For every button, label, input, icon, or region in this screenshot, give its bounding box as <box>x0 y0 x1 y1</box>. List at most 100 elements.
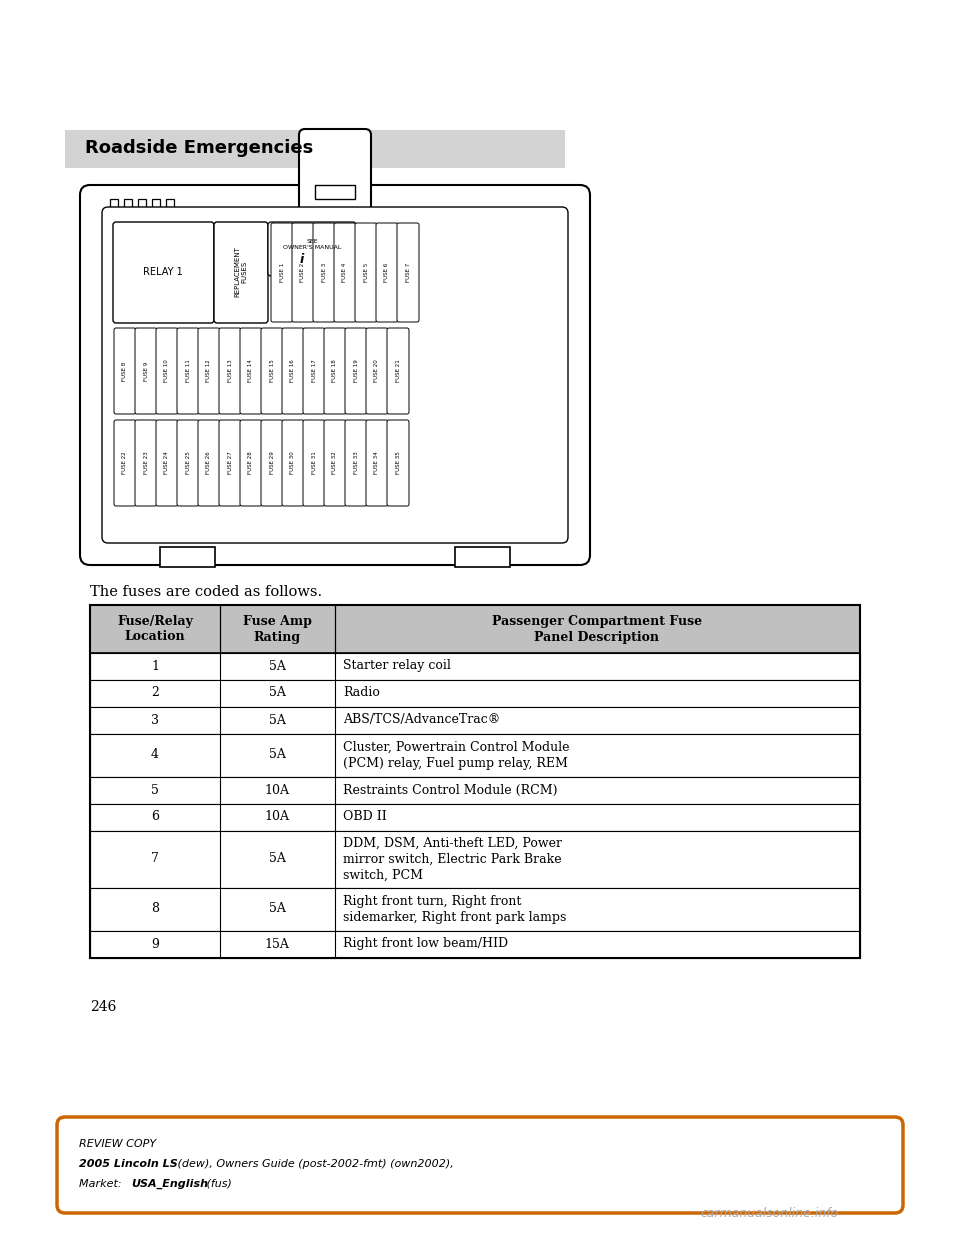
Bar <box>90 734 860 777</box>
Bar <box>138 199 146 221</box>
Bar <box>90 653 860 681</box>
Bar <box>90 804 860 831</box>
Text: 9: 9 <box>151 938 159 950</box>
FancyBboxPatch shape <box>303 420 325 505</box>
Bar <box>90 605 860 958</box>
Text: The fuses are coded as follows.: The fuses are coded as follows. <box>90 585 323 599</box>
Text: FUSE 25: FUSE 25 <box>185 452 190 474</box>
Text: FUSE 21: FUSE 21 <box>396 360 400 383</box>
FancyBboxPatch shape <box>282 328 304 414</box>
FancyBboxPatch shape <box>366 328 388 414</box>
Text: FUSE 15: FUSE 15 <box>270 360 275 383</box>
Text: 5A: 5A <box>269 852 285 866</box>
FancyBboxPatch shape <box>271 224 293 322</box>
FancyBboxPatch shape <box>313 224 335 322</box>
FancyBboxPatch shape <box>345 420 367 505</box>
Text: Right front turn, Right front
sidemarker, Right front park lamps: Right front turn, Right front sidemarker… <box>343 894 566 924</box>
FancyBboxPatch shape <box>240 328 262 414</box>
Bar <box>160 546 215 568</box>
FancyBboxPatch shape <box>198 328 220 414</box>
FancyBboxPatch shape <box>219 420 241 505</box>
Bar <box>90 707 860 734</box>
Text: FUSE 4: FUSE 4 <box>343 262 348 282</box>
Bar <box>90 888 860 932</box>
FancyBboxPatch shape <box>102 207 568 543</box>
FancyBboxPatch shape <box>57 1117 903 1213</box>
Bar <box>90 777 860 804</box>
FancyBboxPatch shape <box>240 420 262 505</box>
Text: 7: 7 <box>151 852 159 866</box>
FancyBboxPatch shape <box>268 222 356 276</box>
Text: FUSE 10: FUSE 10 <box>164 360 170 383</box>
Text: RELAY 1: RELAY 1 <box>143 267 182 277</box>
Bar <box>90 932 860 958</box>
FancyBboxPatch shape <box>156 328 178 414</box>
FancyBboxPatch shape <box>261 328 283 414</box>
Text: Fuse Amp
Rating: Fuse Amp Rating <box>243 615 311 643</box>
FancyBboxPatch shape <box>376 224 398 322</box>
Text: 10A: 10A <box>265 811 290 823</box>
FancyBboxPatch shape <box>345 328 367 414</box>
Text: SEE
OWNER'S MANUAL: SEE OWNER'S MANUAL <box>283 238 341 250</box>
FancyBboxPatch shape <box>261 420 283 505</box>
FancyBboxPatch shape <box>324 420 346 505</box>
Text: FUSE 8: FUSE 8 <box>123 361 128 380</box>
FancyBboxPatch shape <box>366 420 388 505</box>
Text: REVIEW COPY: REVIEW COPY <box>79 1139 156 1149</box>
Text: FUSE 34: FUSE 34 <box>374 452 379 474</box>
FancyBboxPatch shape <box>113 222 214 323</box>
Text: FUSE 5: FUSE 5 <box>364 262 369 282</box>
Text: (dew), Owners Guide (post-2002-fmt) (own2002),: (dew), Owners Guide (post-2002-fmt) (own… <box>174 1159 454 1169</box>
Text: 10A: 10A <box>265 784 290 796</box>
FancyBboxPatch shape <box>299 129 371 212</box>
Text: FUSE 26: FUSE 26 <box>206 452 211 474</box>
Text: 8: 8 <box>151 903 159 915</box>
Text: 2: 2 <box>151 687 159 699</box>
Text: Roadside Emergencies: Roadside Emergencies <box>85 139 313 156</box>
Text: FUSE 30: FUSE 30 <box>291 452 296 474</box>
Bar <box>90 605 860 653</box>
FancyBboxPatch shape <box>387 328 409 414</box>
FancyBboxPatch shape <box>135 420 157 505</box>
Text: FUSE 14: FUSE 14 <box>249 360 253 383</box>
Bar <box>124 199 132 221</box>
Bar <box>152 199 160 221</box>
FancyBboxPatch shape <box>214 222 268 323</box>
Text: FUSE 22: FUSE 22 <box>123 452 128 474</box>
Text: 3: 3 <box>151 713 159 727</box>
Text: FUSE 9: FUSE 9 <box>143 361 149 380</box>
Text: Market:: Market: <box>79 1179 129 1189</box>
Text: i: i <box>300 253 304 266</box>
Text: FUSE 1: FUSE 1 <box>279 262 284 282</box>
Text: ABS/TCS/AdvanceTrac®: ABS/TCS/AdvanceTrac® <box>343 713 500 727</box>
Bar <box>65 130 565 168</box>
Text: 1: 1 <box>151 660 159 672</box>
Text: FUSE 29: FUSE 29 <box>270 452 275 474</box>
Bar <box>90 681 860 707</box>
Text: FUSE 7: FUSE 7 <box>405 262 411 282</box>
Text: 246: 246 <box>90 1000 116 1013</box>
Text: (fus): (fus) <box>203 1179 232 1189</box>
Text: Right front low beam/HID: Right front low beam/HID <box>343 938 508 950</box>
Text: 15A: 15A <box>265 938 289 950</box>
Text: 5A: 5A <box>269 687 285 699</box>
Text: 5A: 5A <box>269 903 285 915</box>
Text: 5A: 5A <box>269 713 285 727</box>
FancyBboxPatch shape <box>303 328 325 414</box>
Text: FUSE 20: FUSE 20 <box>374 360 379 383</box>
Text: Fuse/Relay
Location: Fuse/Relay Location <box>117 615 193 643</box>
FancyBboxPatch shape <box>219 328 241 414</box>
Text: FUSE 31: FUSE 31 <box>311 452 317 474</box>
Text: FUSE 23: FUSE 23 <box>143 452 149 474</box>
Text: Cluster, Powertrain Control Module
(PCM) relay, Fuel pump relay, REM: Cluster, Powertrain Control Module (PCM)… <box>343 740 569 770</box>
Text: Radio: Radio <box>343 687 380 699</box>
FancyBboxPatch shape <box>156 420 178 505</box>
Text: Restraints Control Module (RCM): Restraints Control Module (RCM) <box>343 784 558 796</box>
Text: FUSE 3: FUSE 3 <box>322 262 326 282</box>
FancyBboxPatch shape <box>355 224 377 322</box>
Text: Starter relay coil: Starter relay coil <box>343 660 451 672</box>
Text: FUSE 12: FUSE 12 <box>206 360 211 383</box>
FancyBboxPatch shape <box>80 185 590 565</box>
Text: FUSE 2: FUSE 2 <box>300 262 305 282</box>
Text: FUSE 33: FUSE 33 <box>353 452 358 474</box>
